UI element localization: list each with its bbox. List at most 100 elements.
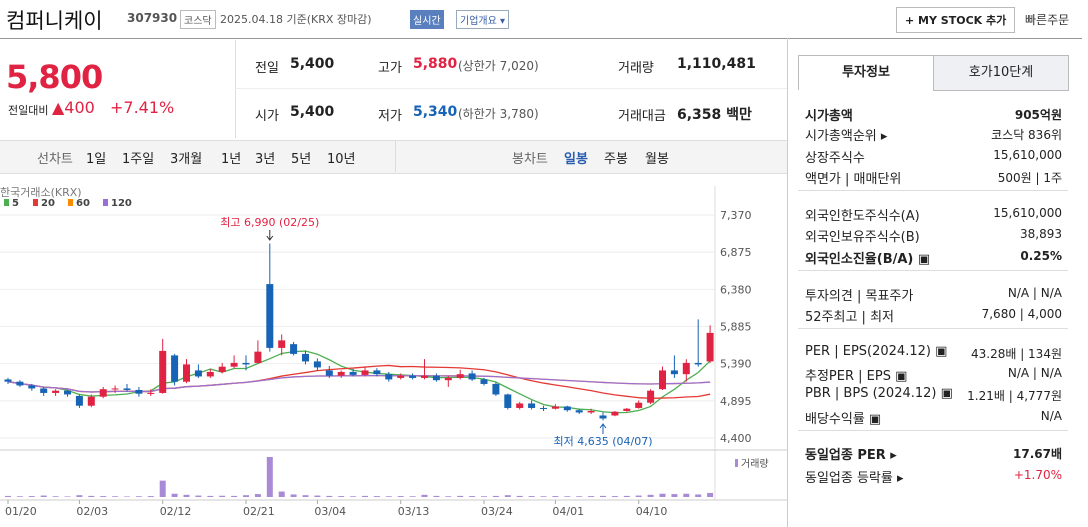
period-tab[interactable]: 5년 — [291, 152, 312, 167]
side-divider — [787, 38, 788, 527]
candle-body — [40, 388, 48, 393]
volume-bar — [124, 496, 130, 497]
info-label: 시가총액순위 ▸ — [805, 129, 888, 144]
info-value: 905억원 — [1014, 108, 1062, 122]
candle-tab[interactable]: 일봉 — [564, 152, 588, 167]
info-value: 17.67배 — [1013, 447, 1062, 461]
volume-bar — [623, 495, 630, 497]
volume-bar — [314, 495, 321, 497]
stock-code: 307930 — [127, 11, 178, 25]
volume-bar — [219, 495, 226, 497]
change-rate: +7.41% — [110, 98, 175, 117]
period-tab[interactable]: 3년 — [255, 152, 276, 167]
candle-body — [194, 370, 202, 377]
volume-bar — [350, 496, 357, 497]
candle-body — [302, 353, 309, 362]
info-value: 500원 | 1주 — [997, 171, 1062, 185]
quick-order[interactable]: 빠른주문 — [1025, 13, 1070, 27]
info-label: 동일업종 PER ▸ — [805, 448, 897, 463]
cell-value: 1,110,481 — [677, 56, 756, 72]
tab-bar — [0, 140, 787, 174]
info-label: 외국인한도주식수(A) — [805, 209, 920, 224]
low-annotation: 최저 4,635 (04/07) — [553, 435, 652, 448]
y-tick-label: 6,875 — [720, 246, 752, 259]
x-tick-label: 02/21 — [243, 505, 275, 518]
volume-bar — [159, 480, 166, 497]
realtime-badge: 실시간 — [410, 10, 444, 29]
candle-body — [313, 361, 321, 368]
period-tab[interactable]: 1년 — [221, 152, 242, 167]
info-label: 52주최고 | 최저 — [805, 310, 894, 325]
candle-body — [4, 379, 12, 382]
period-tab[interactable]: 10년 — [327, 152, 356, 167]
candle-body — [52, 390, 60, 393]
volume-bar — [135, 496, 142, 497]
info-value: 38,893 — [1020, 227, 1062, 241]
mystock-button[interactable]: + MY STOCK 추가 — [896, 7, 1016, 33]
volume-bar — [469, 496, 476, 497]
y-tick-label: 5,885 — [720, 321, 752, 334]
candle-body — [75, 395, 83, 406]
volume-bar — [528, 496, 535, 497]
candle-body — [373, 370, 381, 375]
legend-swatch — [68, 199, 73, 206]
change: ▲400 — [52, 98, 95, 117]
candle-body — [385, 374, 393, 380]
candle-body — [694, 362, 702, 365]
volume-bar — [207, 495, 214, 497]
volume-bar — [112, 496, 119, 497]
source: 한국거래소(KRX) — [0, 186, 82, 199]
volume-bar — [290, 494, 297, 497]
legend-label: 120 — [111, 198, 132, 209]
info-value: +1.70% — [1013, 468, 1062, 482]
candle-body — [409, 375, 417, 378]
candle-body — [480, 379, 488, 384]
candle-body — [266, 284, 274, 348]
candle-body — [599, 415, 607, 419]
cell-label: 거래량 — [618, 61, 654, 76]
candle-tab[interactable]: 주봉 — [604, 152, 628, 167]
info-label: PBR | BPS (2024.12) ▣ — [805, 386, 953, 401]
cell-note: (하한가 3,780) — [458, 107, 539, 121]
candle-tab[interactable]: 월봉 — [645, 152, 669, 167]
overview-button[interactable]: 기업개요 ▾ — [456, 10, 509, 29]
candle-body — [171, 355, 179, 382]
cell-label: 고가 — [378, 61, 402, 76]
legend-swatch — [103, 199, 108, 206]
info-value: N/A — [1040, 409, 1062, 423]
ma-line — [7, 374, 711, 393]
side-tab[interactable]: 투자정보 — [798, 55, 934, 90]
candle-body — [432, 375, 440, 381]
candle-body — [147, 392, 155, 394]
candle-body — [551, 406, 559, 409]
volume-bar — [588, 496, 595, 497]
side-tab[interactable]: 호가10단계 — [933, 55, 1069, 91]
candle-body — [397, 375, 405, 378]
volume-bar — [40, 495, 47, 497]
volume-bar — [326, 495, 333, 497]
legend-label: 60 — [76, 198, 90, 209]
x-tick-label: 03/24 — [481, 505, 513, 518]
candle-body — [123, 388, 131, 390]
period-tab[interactable]: 1일 — [86, 152, 107, 167]
info-label: 액면가 | 매매단위 — [805, 172, 902, 187]
y-tick-label: 4,895 — [720, 395, 752, 408]
volume-bar — [385, 496, 392, 497]
cell-note: (상한가 7,020) — [458, 59, 539, 73]
volume-bar — [457, 495, 464, 497]
candle-body — [349, 371, 357, 375]
group-line — [798, 190, 1068, 191]
volume-bar — [362, 495, 368, 497]
info-value: 43.28배 | 134원 — [970, 347, 1062, 361]
group-line — [798, 328, 1068, 329]
candle-body — [575, 410, 583, 413]
volume-bar — [647, 494, 654, 497]
info-value: 1.21배 | 4,777원 — [967, 389, 1062, 403]
info-value: 7,680 | 4,000 — [981, 307, 1062, 321]
volume-bar — [278, 491, 285, 497]
info-label: 추정PER | EPS ▣ — [805, 369, 908, 384]
period-tab[interactable]: 1주일 — [122, 152, 155, 167]
volume-bar — [409, 496, 416, 497]
volume-bar — [695, 494, 702, 497]
period-tab[interactable]: 3개월 — [170, 152, 203, 167]
